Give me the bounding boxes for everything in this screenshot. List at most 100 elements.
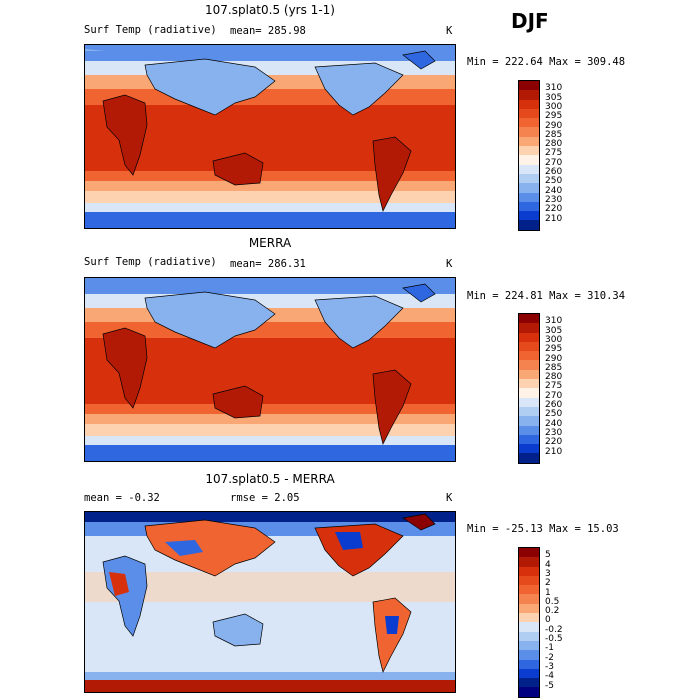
colorbar-tick-label: 250 [545,176,563,187]
panel-3-colorbar [518,547,540,698]
panel-2-variable-label: Surf Temp (radiative) [84,256,217,268]
colorbar-tick-label: 230 [545,194,563,205]
colorbar-swatch [519,220,539,230]
panel-1-minmax-label: Min = 222.64 Max = 309.48 [467,56,626,68]
colorbar-swatch [519,127,539,137]
colorbar-tick-label: 270 [545,157,563,168]
colorbar-tick-label: 2 [545,578,551,589]
colorbar-swatch [519,444,539,454]
colorbar-tick-label: 5 [545,550,551,561]
colorbar-tick-label: 285 [545,362,563,373]
colorbar-swatch [519,566,539,576]
panel-3-units-label: K [446,492,453,504]
colorbar-swatch [519,434,539,445]
colorbar-swatch [519,388,539,398]
colorbar-tick-label: 275 [545,148,563,159]
panel-3-minmax-label: Min = -25.13 Max = 15.03 [467,523,619,535]
colorbar-tick-label: 305 [545,92,563,103]
colorbar-tick-label: 295 [545,111,563,122]
colorbar-tick-label: 295 [545,344,563,355]
colorbar-tick-label: 280 [545,139,563,150]
colorbar-tick-label: 210 [545,213,563,224]
season-label: DJF [511,9,549,33]
colorbar-swatch [519,211,539,221]
panel-3-mean-label: mean = -0.32 [84,492,160,504]
colorbar-tick-label: 220 [545,204,563,215]
colorbar-swatch [519,81,539,91]
panel-1-map [84,44,456,229]
colorbar-tick-label: 220 [545,437,563,448]
panel-3-title: 107.splat0.5 - MERRA [205,472,335,486]
colorbar-tick-label: 1 [545,587,551,598]
colorbar-swatch [519,108,539,119]
colorbar-tick-label: 250 [545,409,563,420]
colorbar-swatch [519,397,539,407]
colorbar-swatch [519,548,539,558]
colorbar-swatch [519,360,539,370]
panel-1-title: 107.splat0.5 (yrs 1-1) [205,3,335,17]
colorbar-swatch [519,613,539,623]
colorbar-swatch [519,379,539,389]
colorbar-tick-label: -4 [545,671,554,682]
colorbar-swatch [519,369,539,380]
colorbar-swatch [519,332,539,342]
panel-3-rmse-label: rmse = 2.05 [230,492,300,504]
colorbar-tick-label: 0.5 [545,596,560,607]
colorbar-tick-label: 260 [545,400,563,410]
colorbar-swatch [519,164,539,174]
colorbar-tick-label: 305 [545,325,563,336]
colorbar-swatch [519,90,539,100]
panel-1-map-svg [85,45,455,228]
panel-1-colorbar [518,80,540,231]
colorbar-tick-label: 290 [545,353,563,364]
colorbar-swatch [519,594,539,604]
colorbar-swatch [519,136,539,147]
colorbar-swatch [519,575,539,586]
colorbar-tick-label: 300 [545,101,563,112]
colorbar-swatch [519,631,539,641]
colorbar-swatch [519,659,539,669]
colorbar-tick-label: -1 [545,643,554,654]
colorbar-swatch [519,416,539,426]
colorbar-swatch [519,99,539,109]
panel-3-map-svg [85,512,455,692]
colorbar-swatch [519,678,539,688]
colorbar-swatch [519,668,539,679]
colorbar-swatch [519,585,539,595]
colorbar-swatch [519,622,539,632]
colorbar-swatch [519,183,539,193]
colorbar-swatch [519,557,539,567]
colorbar-tick-label: 0.2 [545,606,560,617]
colorbar-tick-label: -0.5 [545,634,563,644]
colorbar-swatch [519,640,539,651]
colorbar-tick-label: 285 [545,129,563,140]
colorbar-swatch [519,425,539,435]
colorbar-tick-label: 280 [545,372,563,383]
colorbar-swatch [519,173,539,184]
colorbar-tick-label: -0.2 [545,624,563,635]
panel-1-units-label: K [446,25,453,37]
colorbar-tick-label: 270 [545,390,563,401]
colorbar-tick-label: -3 [545,661,554,672]
colorbar-swatch [519,341,539,352]
colorbar-tick-label: 300 [545,334,563,345]
panel-1-variable-label: Surf Temp (radiative) [84,24,217,36]
colorbar-tick-label: 310 [545,316,563,327]
colorbar-swatch [519,314,539,324]
colorbar-swatch [519,687,539,697]
colorbar-tick-label: 4 [545,559,551,570]
colorbar-tick-label: 260 [545,167,563,177]
colorbar-swatch [519,323,539,333]
colorbar-swatch [519,155,539,165]
colorbar-tick-label: 210 [545,446,563,457]
panel-2-units-label: K [446,258,453,270]
colorbar-tick-label: -5 [545,680,554,691]
colorbar-tick-label: 240 [545,185,563,196]
colorbar-swatch [519,146,539,156]
colorbar-tick-label: 275 [545,381,563,392]
panel-2-title: MERRA [248,236,292,250]
colorbar-tick-label: -2 [545,652,554,663]
colorbar-swatch [519,650,539,660]
colorbar-swatch [519,453,539,463]
colorbar-tick-label: 310 [545,83,563,94]
